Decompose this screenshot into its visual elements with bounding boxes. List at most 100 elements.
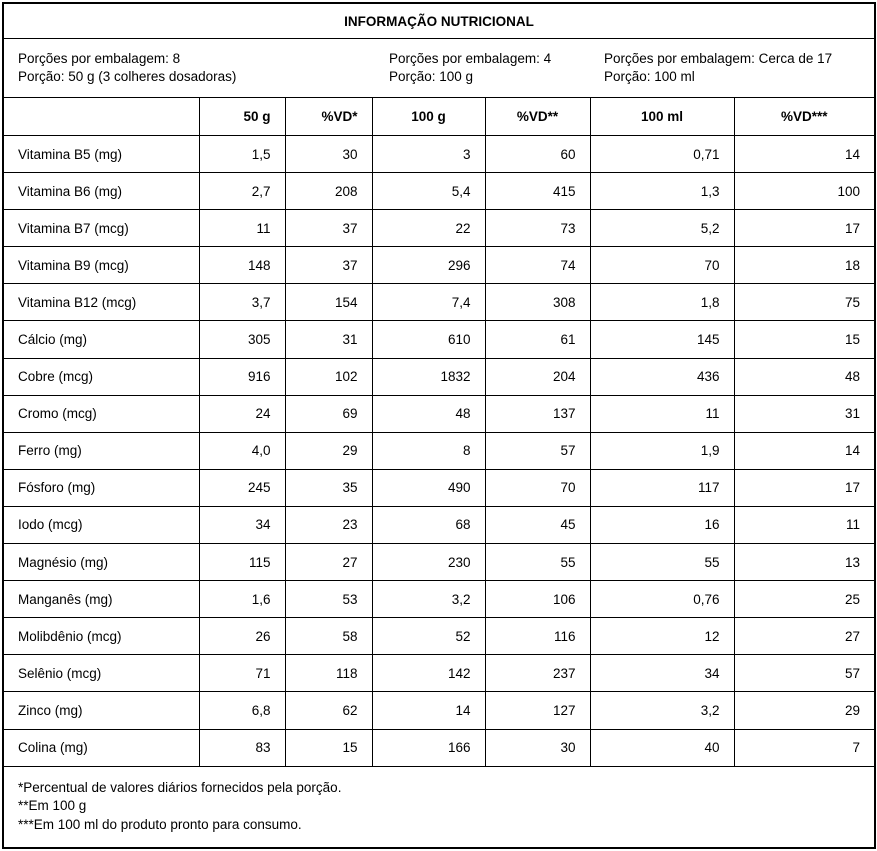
nutrient-name: Cálcio (mg) (2, 320, 200, 359)
nutrient-value: 27 (733, 617, 876, 656)
portion-size: Porção: 100 g (389, 69, 474, 84)
nutrient-value: 30 (484, 728, 591, 767)
nutrient-value: 12 (589, 617, 735, 656)
nutrient-value: 7 (733, 728, 876, 767)
footnote: **Em 100 g (18, 798, 87, 814)
nutrient-value: 0,76 (589, 580, 735, 619)
nutrient-value: 127 (484, 691, 591, 730)
nutrient-value: 57 (733, 654, 876, 693)
nutrient-value: 415 (484, 172, 591, 211)
nutrient-value: 55 (589, 543, 735, 582)
nutrient-value: 60 (484, 134, 591, 174)
nutrient-value: 1832 (371, 357, 486, 396)
nutrient-name: Vitamina B6 (mg) (2, 172, 200, 211)
nutrient-name: Manganês (mg) (2, 580, 200, 619)
column-header-vd-100ml: %VD*** (733, 97, 876, 136)
nutrient-value: 166 (371, 728, 486, 767)
nutrient-value: 58 (284, 617, 373, 656)
nutrient-value: 83 (198, 728, 286, 767)
servings-per-package: Porções por embalagem: Cerca de 17 (604, 51, 833, 66)
table-row: Vitamina B7 (mcg) 11 37 22 73 5,2 17 (2, 209, 876, 248)
nutrient-value: 37 (284, 209, 373, 248)
table-row: Molibdênio (mcg) 26 58 52 116 12 27 (2, 617, 876, 656)
nutrient-value: 30 (284, 134, 373, 174)
nutrient-value: 14 (733, 431, 876, 470)
nutrient-value: 31 (733, 394, 876, 433)
nutrient-value: 148 (198, 246, 286, 285)
nutrient-value: 237 (484, 654, 591, 693)
nutrient-value: 62 (284, 691, 373, 730)
nutrient-name: Cobre (mcg) (2, 357, 200, 396)
servings-per-package: Porções por embalagem: 8 (18, 51, 181, 66)
nutrient-value: 34 (198, 505, 286, 545)
nutrient-name: Vitamina B12 (mcg) (2, 283, 200, 322)
nutrient-value: 27 (284, 543, 373, 582)
column-header-nutrient (2, 97, 200, 136)
nutrient-value: 0,71 (589, 134, 735, 174)
nutrient-value: 15 (733, 320, 876, 359)
nutrient-value: 71 (198, 654, 286, 693)
nutrient-value: 70 (589, 246, 735, 285)
nutrient-value: 1,3 (589, 172, 735, 211)
column-header-50g: 50 g (198, 97, 286, 136)
table-row: Cálcio (mg) 305 31 610 61 145 15 (2, 320, 876, 359)
nutrient-value: 142 (371, 654, 486, 693)
nutrient-value: 57 (484, 431, 591, 470)
column-header-vd-100g: %VD** (484, 97, 591, 136)
nutrient-value: 17 (733, 468, 876, 507)
table-row: Magnésio (mg) 115 27 230 55 55 13 (2, 543, 876, 582)
nutrient-value: 3,2 (589, 691, 735, 730)
nutrient-value: 7,4 (371, 283, 486, 322)
nutrient-name: Molibdênio (mcg) (2, 617, 200, 656)
nutrient-value: 102 (284, 357, 373, 396)
nutrient-value: 116 (484, 617, 591, 656)
servings-per-package: Porções por embalagem: 4 (389, 51, 552, 66)
serving-info-100g: Porções por embalagem: 4 Porção: 100 g (389, 38, 590, 98)
column-header-100ml: 100 ml (589, 97, 735, 136)
nutrient-value: 3 (371, 134, 486, 174)
nutrient-value: 117 (589, 468, 735, 507)
nutrient-value: 145 (589, 320, 735, 359)
nutrient-value: 6,8 (198, 691, 286, 730)
footnote: ***Em 100 ml do produto pronto para cons… (18, 816, 302, 832)
serving-info-50g: Porções por embalagem: 8 Porção: 50 g (3… (3, 38, 485, 98)
footnote: *Percentual de valores diários fornecido… (18, 779, 342, 795)
table-row: Vitamina B9 (mcg) 148 37 296 74 70 18 (2, 246, 876, 285)
nutrient-value: 118 (284, 654, 373, 693)
nutrient-value: 8 (371, 431, 486, 470)
nutrient-value: 1,5 (198, 134, 286, 174)
table-title: INFORMAÇÃO NUTRICIONAL (2, 2, 876, 39)
nutrient-name: Cromo (mcg) (2, 394, 200, 433)
nutrient-value: 70 (484, 468, 591, 507)
serving-info: Porções por embalagem: 8 Porção: 50 g (3… (3, 38, 875, 98)
nutrient-value: 230 (371, 543, 486, 582)
nutrient-value: 245 (198, 468, 286, 507)
column-header-vd-50g: %VD* (284, 97, 373, 136)
nutrient-value: 37 (284, 246, 373, 285)
nutrient-value: 22 (371, 209, 486, 248)
table-row: Cobre (mcg) 916 102 1832 204 436 48 (2, 357, 876, 396)
nutrient-value: 1,9 (589, 431, 735, 470)
nutrient-value: 48 (371, 394, 486, 433)
nutrient-value: 296 (371, 246, 486, 285)
nutrient-value: 14 (371, 691, 486, 730)
nutrient-value: 208 (284, 172, 373, 211)
table-row: Vitamina B5 (mg) 1,5 30 3 60 0,71 14 (2, 134, 876, 174)
nutrient-name: Ferro (mg) (2, 431, 200, 470)
nutrient-value: 15 (284, 728, 373, 767)
table-row: Zinco (mg) 6,8 62 14 127 3,2 29 (2, 691, 876, 730)
nutrient-value: 308 (484, 283, 591, 322)
table-row: Colina (mg) 83 15 166 30 40 7 (2, 728, 876, 767)
nutrient-value: 18 (733, 246, 876, 285)
nutrient-value: 13 (733, 543, 876, 582)
table-row: Fósforo (mg) 245 35 490 70 117 17 (2, 468, 876, 507)
nutrient-value: 137 (484, 394, 591, 433)
column-header-100g: 100 g (371, 97, 486, 136)
nutrient-value: 5,2 (589, 209, 735, 248)
nutrient-value: 74 (484, 246, 591, 285)
nutrient-name: Selênio (mcg) (2, 654, 200, 693)
nutrient-value: 14 (733, 134, 876, 174)
nutrient-value: 52 (371, 617, 486, 656)
nutrient-value: 53 (284, 580, 373, 619)
